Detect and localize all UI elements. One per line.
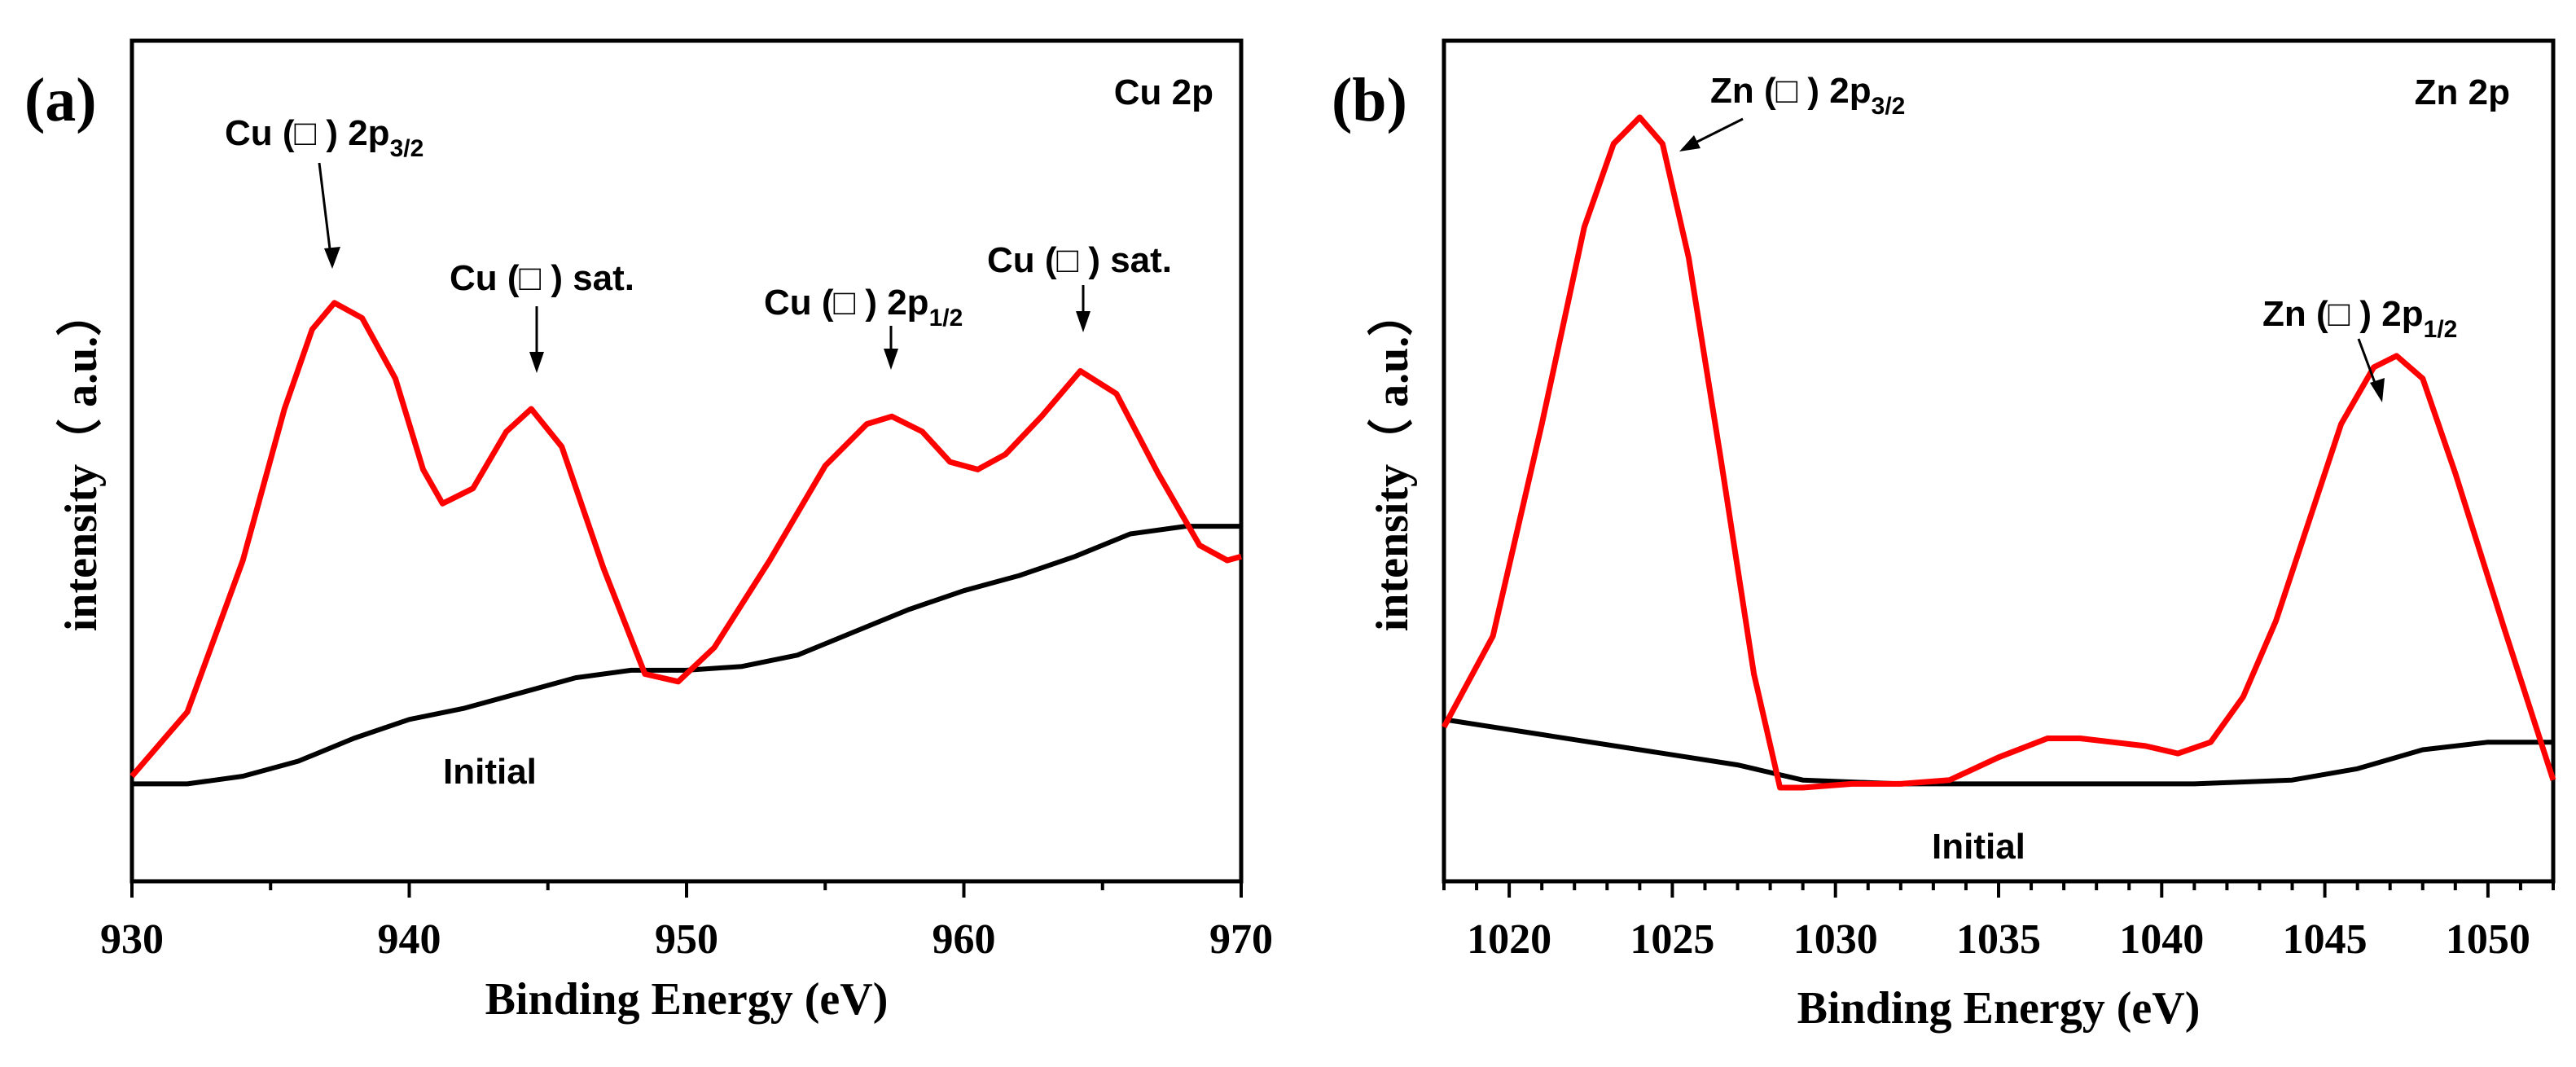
annotation-arrow-head <box>324 247 340 269</box>
panel-a-x-axis-label: Binding Energy (eV) <box>485 974 889 1025</box>
annotation-arrow-line <box>318 162 333 263</box>
annotation-subscript: 1/2 <box>2424 316 2458 343</box>
panel-b-y-axis-label: intensity（ a.u.） <box>1367 291 1418 632</box>
annotation-subscript: 3/2 <box>1872 93 1906 120</box>
x-tick-label: 950 <box>655 916 718 963</box>
x-tick-label: 1020 <box>1467 916 1551 963</box>
panel-b-annotation-zn-2p32: Zn (□ ) 2p3/2 <box>1679 71 1905 151</box>
panel-a-annotation-cu-2p12: Cu (□ ) 2p1/2 <box>764 283 963 370</box>
annotation-text: Cu (□ ) sat. <box>987 240 1172 280</box>
annotation-text: Cu (□ ) 2p <box>225 113 390 153</box>
annotation-text: Cu (□ ) sat. <box>450 258 634 298</box>
annotation-arrow-head <box>884 349 898 370</box>
x-tick-label: 1040 <box>2119 916 2204 963</box>
svg-text:Cu (□ ) 2p1/2: Cu (□ ) 2p1/2 <box>764 283 963 332</box>
panel-a-annotation-cu-sat-1: Cu (□ ) sat. <box>450 258 634 373</box>
x-tick-label: 960 <box>933 916 996 963</box>
panel-b-annotation-zn-2p12: Zn (□ ) 2p1/2 <box>2262 294 2457 402</box>
x-tick-label: 970 <box>1209 916 1273 963</box>
panel-b-title: Zn 2p <box>2415 72 2510 112</box>
panel-a-label: (a) <box>24 66 97 134</box>
annotation-text: Zn (□ ) 2p <box>1710 71 1872 111</box>
annotation-subscript: 1/2 <box>929 305 963 332</box>
panel-a-fitted-series-line <box>129 300 1242 779</box>
svg-text:Cu (□ ) 2p3/2: Cu (□ ) 2p3/2 <box>225 113 423 162</box>
panel-b-x-ticks <box>1442 881 2555 898</box>
panel-b-baseline-series-line <box>1443 717 2553 787</box>
panel-a-baseline-series-line <box>132 524 1241 787</box>
svg-text:Zn (□ ) 2p3/2: Zn (□ ) 2p3/2 <box>1710 71 1905 120</box>
annotation-text: Zn (□ ) 2p <box>2262 294 2424 334</box>
panel-a-y-axis-label: intensity（ a.u.） <box>55 291 107 632</box>
x-tick-label: 1030 <box>1793 916 1878 963</box>
annotation-text: Cu (□ ) 2p <box>764 283 929 323</box>
panel-a-initial-label: Initial <box>443 752 537 792</box>
x-tick-label: 1045 <box>2283 916 2368 963</box>
panel-b-label: (b) <box>1332 66 1407 134</box>
panel-a-annotation-cu-2p32: Cu (□ ) 2p3/2 <box>225 113 423 269</box>
x-tick-label: 930 <box>100 916 164 963</box>
x-tick-label: 1025 <box>1630 916 1714 963</box>
panel-b-x-axis-label: Binding Energy (eV) <box>1797 983 2201 1034</box>
panel-b: (b) Zn 2p 1020 1025 1030 1035 1040 1045 1050 B… <box>1332 38 2556 1034</box>
panel-b-x-tick-labels: 1020 1025 1030 1035 1040 1045 1050 <box>1467 916 2530 963</box>
annotation-subscript: 3/2 <box>390 135 424 162</box>
panel-b-initial-label: Initial <box>1932 827 2025 867</box>
annotation-arrow-head <box>529 352 544 373</box>
annotation-arrow-head <box>1679 135 1701 151</box>
x-tick-label: 1035 <box>1956 916 2041 963</box>
panel-a-plot-frame <box>129 38 1244 884</box>
svg-text:Zn (□ ) 2p1/2: Zn (□ ) 2p1/2 <box>2262 294 2457 343</box>
panel-a-x-ticks <box>130 881 1243 898</box>
annotation-arrow-head <box>2370 378 2385 402</box>
panel-a-x-tick-labels: 930 940 950 960 970 <box>100 916 1273 963</box>
panel-a-annotation-cu-sat-2: Cu (□ ) sat. <box>987 240 1172 332</box>
panel-a: (a) Cu 2p 930 940 950 960 970 Binding Energy… <box>24 38 1273 1025</box>
annotation-arrow-head <box>1076 311 1091 332</box>
panel-b-fitted-series-line <box>1441 114 2556 791</box>
panel-a-title: Cu 2p <box>1114 72 1213 112</box>
x-tick-label: 940 <box>378 916 441 963</box>
x-tick-label: 1050 <box>2446 916 2530 963</box>
